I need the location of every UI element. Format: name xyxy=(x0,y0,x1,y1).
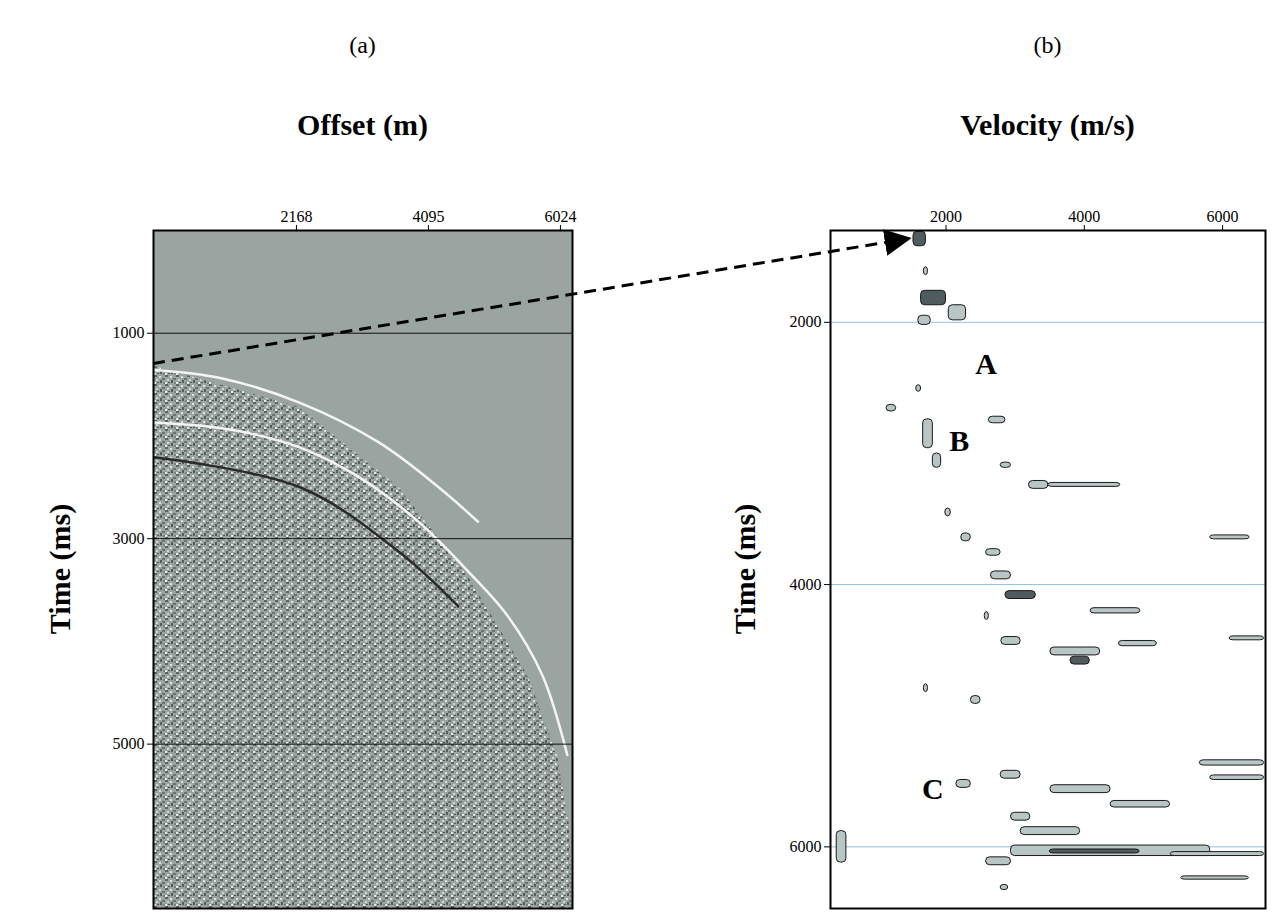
svg-text:1000: 1000 xyxy=(113,324,145,341)
svg-text:2168: 2168 xyxy=(280,208,312,225)
html-text:Velocity (m/s): Velocity (m/s) xyxy=(960,108,1135,141)
svg-text:4000: 4000 xyxy=(790,576,822,593)
svg-text:4000: 4000 xyxy=(1068,208,1100,225)
html-text:Time (ms): Time (ms) xyxy=(728,503,761,635)
svg-text:6000: 6000 xyxy=(1207,208,1239,225)
svg-text:2000: 2000 xyxy=(790,313,822,330)
svg-text:2000: 2000 xyxy=(930,208,962,225)
html-text:Offset (m): Offset (m) xyxy=(297,108,428,141)
svg-text:4095: 4095 xyxy=(412,208,444,225)
html-text:(b): (b) xyxy=(1033,32,1062,58)
html-text:Time (ms): Time (ms) xyxy=(43,503,76,635)
svg-text:A: A xyxy=(975,347,997,380)
svg-text:5000: 5000 xyxy=(113,735,145,752)
svg-text:6024: 6024 xyxy=(544,208,576,225)
html-text:(a): (a) xyxy=(349,32,376,58)
svg-text:C: C xyxy=(922,772,944,805)
svg-text:B: B xyxy=(949,424,969,457)
svg-text:6000: 6000 xyxy=(790,838,822,855)
svg-text:3000: 3000 xyxy=(113,530,145,547)
